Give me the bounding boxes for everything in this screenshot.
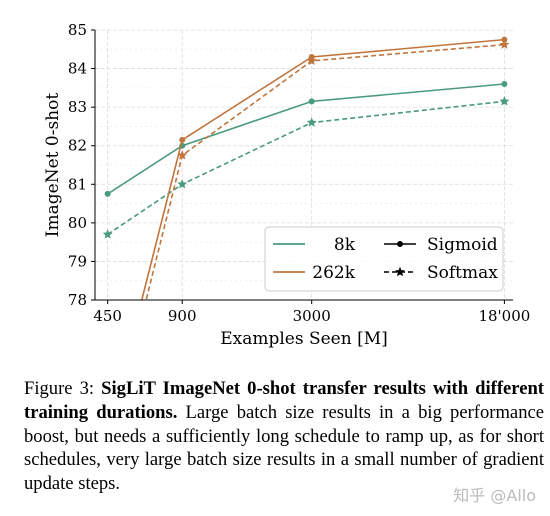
data-point bbox=[177, 150, 188, 160]
series-line bbox=[107, 100, 505, 236]
data-point bbox=[104, 190, 111, 197]
legend-label: 262k bbox=[312, 263, 355, 283]
x-tick-label: 3000 bbox=[293, 307, 331, 325]
y-tick-label: 80 bbox=[68, 214, 87, 232]
x-axis-label: Examples Seen [M] bbox=[220, 329, 388, 349]
y-tick-label: 84 bbox=[68, 60, 87, 78]
legend-marker bbox=[397, 241, 403, 247]
axes: 78 79 80 81 82 83 84 85 450 900 3000 18'000 Examples… bbox=[43, 21, 530, 349]
chart-figure: 78 79 80 81 82 83 84 85 450 900 3000 18'000 Examples… bbox=[43, 21, 530, 349]
y-tick-label: 78 bbox=[68, 291, 87, 309]
caption-body: Large batch size results in a big perfor… bbox=[24, 401, 544, 495]
caption-label: Figure 3: bbox=[24, 378, 95, 399]
series-line bbox=[140, 38, 505, 300]
data-point bbox=[306, 117, 317, 127]
data-point bbox=[177, 179, 188, 189]
figure-caption: Figure 3: SigLiT ImageNet 0-shot transfe… bbox=[24, 377, 544, 496]
legend-label: 8k bbox=[334, 235, 356, 255]
data-point bbox=[179, 136, 186, 143]
data-point bbox=[499, 39, 510, 49]
x-tick-label: 18'000 bbox=[478, 307, 530, 325]
data-point bbox=[306, 55, 317, 66]
series-line bbox=[107, 83, 505, 195]
series-group bbox=[102, 36, 510, 300]
y-tick-label: 85 bbox=[68, 21, 87, 39]
y-tick-label: 82 bbox=[68, 137, 87, 155]
legend-box bbox=[264, 226, 504, 292]
legend-label: Softmax bbox=[427, 263, 498, 283]
data-point bbox=[102, 229, 113, 239]
data-point bbox=[499, 96, 510, 106]
data-point bbox=[308, 98, 315, 105]
y-tick-label: 83 bbox=[68, 98, 87, 116]
x-tick-label: 450 bbox=[93, 307, 122, 325]
x-tick-label: 900 bbox=[168, 307, 197, 325]
y-tick-label: 81 bbox=[68, 175, 87, 193]
data-point bbox=[501, 81, 508, 87]
legend-label: Sigmoid bbox=[427, 235, 498, 255]
legend: 8k 262k Sigmoid Softmax bbox=[264, 226, 504, 292]
line-chart: 78 79 80 81 82 83 84 85 450 900 3000 18'000 Examples… bbox=[43, 21, 530, 349]
series-line bbox=[145, 43, 505, 300]
watermark-text: 知乎 @Allo bbox=[453, 486, 536, 505]
caption-title: SigLiT ImageNet 0-shot transfer results … bbox=[24, 378, 544, 423]
y-tick-label: 79 bbox=[68, 252, 87, 270]
y-axis-label: ImageNet 0-shot bbox=[43, 93, 63, 238]
legend-marker bbox=[395, 266, 405, 277]
